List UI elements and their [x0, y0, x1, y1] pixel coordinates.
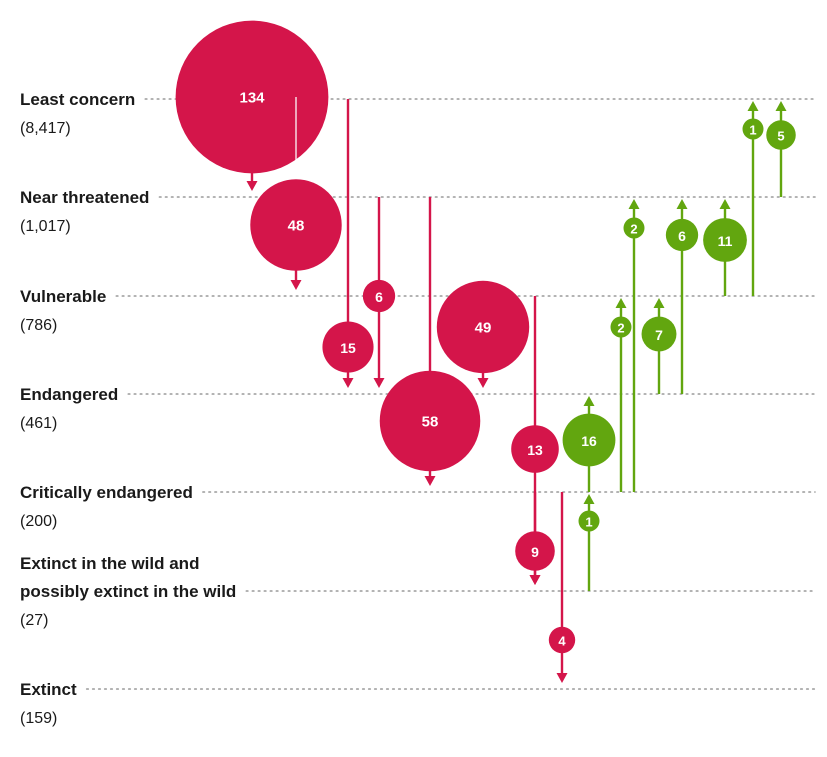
flow-bubble-value: 6 [678, 228, 686, 244]
category-name: Near threatened [20, 188, 149, 207]
flow-bubble-value: 49 [475, 320, 492, 337]
flow-arrowhead [628, 199, 640, 209]
transition-better: 6 [665, 199, 699, 394]
category-count: (786) [20, 317, 57, 334]
flow-bubble [766, 120, 796, 150]
transition-better: 7 [641, 298, 677, 394]
flow-bubble [665, 218, 699, 252]
category-labels: Least concern (8,417) Near threatened (1,01… [20, 90, 236, 727]
flow-bubble-value: 11 [718, 233, 733, 249]
flow-bubble [610, 316, 632, 338]
transition-better: 1 [742, 101, 764, 296]
flow-bubble-value: 13 [527, 442, 543, 458]
transition-worse: 6 [362, 197, 396, 388]
transition-worse: 4 [548, 492, 576, 683]
flow-bubble-value: 16 [581, 433, 597, 449]
transition-worse: 134 [175, 20, 329, 199]
flow-bubble-value: 1 [585, 515, 592, 530]
flow-bubble-value: 5 [777, 129, 784, 144]
flow-bubble [742, 118, 764, 140]
flow-bubble-value: 1 [749, 123, 756, 138]
flow-bubble [703, 218, 747, 262]
transition-worse: 48 [250, 179, 342, 290]
transition-better: 11 [703, 199, 747, 296]
flow-arrowhead [775, 101, 787, 111]
flow-bubble-value: 2 [617, 321, 624, 336]
flow-arrowhead [653, 298, 665, 308]
flow-arrowhead [342, 378, 354, 388]
transition-better: 5 [766, 101, 796, 197]
category-name: possibly extinct in the wild [20, 582, 236, 601]
transition-better: 2 [610, 298, 632, 492]
category-count: (200) [20, 513, 57, 530]
flow-bubble [548, 626, 576, 654]
flow-bubble [562, 413, 616, 467]
flow-bubble [623, 217, 645, 239]
flow-bubble-value: 15 [340, 340, 356, 356]
flow-bubble [175, 20, 329, 174]
flow-arrowhead [719, 199, 731, 209]
flow-arrowhead [373, 378, 385, 388]
flow-bubble [322, 321, 374, 373]
flow-bubble-value: 6 [375, 289, 383, 305]
flow-bubble-value: 9 [531, 544, 539, 560]
flow-bubble-value: 58 [422, 414, 439, 431]
category-name: Least concern [20, 90, 135, 109]
transition-worse: 58 [379, 197, 481, 486]
category-name: Extinct [20, 680, 77, 699]
flow-bubble-value: 2 [630, 222, 637, 237]
transition-worse: 15 [322, 99, 374, 388]
transition-worse: 9 [515, 492, 555, 585]
category-name: Critically endangered [20, 483, 193, 502]
flow-bubble [362, 279, 396, 313]
flow-bubble [578, 510, 600, 532]
flow-arrowhead [290, 280, 302, 290]
flow-bubble-value: 7 [655, 327, 663, 343]
flow-arrowhead [246, 181, 258, 191]
flow-bubble [250, 179, 342, 271]
flow-arrowhead [747, 101, 759, 111]
category-name: Vulnerable [20, 287, 106, 306]
flow-bubble [511, 425, 559, 473]
flow-bubble-value: 48 [288, 218, 305, 235]
flow-bubble [515, 531, 555, 571]
transition-better: 1 [578, 494, 600, 591]
flow-bubble-value: 4 [558, 634, 566, 649]
category-count: (27) [20, 612, 48, 629]
flow-bubble [641, 316, 677, 352]
category-count: (461) [20, 415, 57, 432]
category-name: Endangered [20, 385, 118, 404]
flow-bubble-value: 134 [239, 90, 265, 107]
category-count: (159) [20, 710, 57, 727]
flow-arrowhead [676, 199, 688, 209]
category-count: (8,417) [20, 120, 71, 137]
flow-arrowhead [583, 396, 595, 406]
flow-arrowhead [477, 378, 489, 388]
transition-worse: 49 [436, 280, 530, 388]
flow-arrowhead [529, 575, 541, 585]
category-name: Extinct in the wild and [20, 554, 199, 573]
flow-arrowhead [615, 298, 627, 308]
flow-arrowhead [583, 494, 595, 504]
transition-better: 16 [562, 396, 616, 492]
flow-bubble [379, 370, 481, 472]
category-count: (1,017) [20, 218, 71, 235]
transition-better: 2 [623, 199, 645, 492]
flow-arrowhead [424, 476, 436, 486]
flow-bubble [436, 280, 530, 374]
flow-arrowhead [556, 673, 568, 683]
